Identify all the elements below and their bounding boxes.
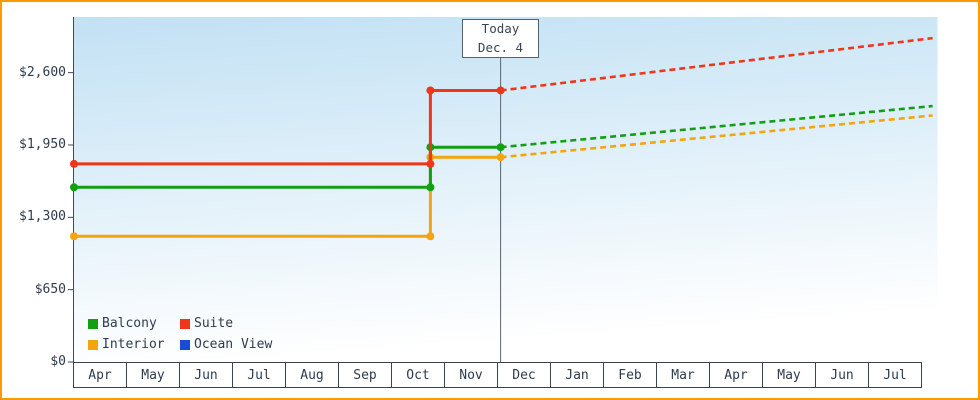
data-point-marker xyxy=(496,143,505,152)
data-point-marker xyxy=(70,183,78,192)
month-cell: Aug xyxy=(285,362,339,388)
today-label: Today xyxy=(481,21,520,37)
series-forecast-suite xyxy=(500,36,933,92)
data-point-marker xyxy=(496,86,505,95)
x-axis-month-row: Apr May Jun Jul Aug Sep Oct Nov Dec Jan Feb Mar Apr M… xyxy=(73,362,922,388)
month-cell: Sep xyxy=(338,362,392,388)
legend-swatch-icon xyxy=(88,318,98,329)
month-cell: Mar xyxy=(656,362,710,388)
month-cell: Nov xyxy=(444,362,498,388)
month-cell: Jun xyxy=(179,362,233,388)
legend-item-interior: Interior xyxy=(88,334,180,355)
plot-background xyxy=(73,17,938,362)
legend-label: Ocean View xyxy=(194,337,273,352)
data-point-marker xyxy=(70,232,78,241)
month-cell: Jul xyxy=(868,362,922,388)
data-point-marker xyxy=(70,159,78,168)
legend-label: Suite xyxy=(194,316,234,331)
month-cell: Jul xyxy=(232,362,286,388)
data-point-marker xyxy=(426,159,435,168)
series-forecast-interior xyxy=(500,114,933,159)
series-solid-suite xyxy=(72,88,503,166)
today-date: Dec. 4 xyxy=(477,39,524,55)
month-cell: Apr xyxy=(709,362,763,388)
legend-label: Balcony xyxy=(102,316,157,331)
legend-swatch-icon xyxy=(180,318,190,329)
month-cell: Apr xyxy=(73,362,127,388)
data-point-marker xyxy=(426,183,435,192)
legend-swatch-icon xyxy=(88,339,98,350)
legend-item-ocean-view: Ocean View xyxy=(180,334,272,355)
legend-item-suite: Suite xyxy=(180,313,272,334)
legend-item-balcony: Balcony xyxy=(88,313,180,334)
month-cell: Oct xyxy=(391,362,445,388)
legend-swatch-icon xyxy=(180,339,190,350)
series-solid-interior xyxy=(72,155,503,238)
data-point-marker xyxy=(496,153,505,162)
month-cell: Jan xyxy=(550,362,604,388)
today-marker-box: Today Dec. 4 xyxy=(462,19,539,58)
data-point-marker xyxy=(426,232,435,241)
series-forecast-balcony xyxy=(500,104,933,149)
data-point-marker xyxy=(426,86,435,95)
month-cell: Feb xyxy=(603,362,657,388)
legend-label: Interior xyxy=(102,337,165,352)
month-cell: May xyxy=(126,362,180,388)
month-cell: Jun xyxy=(815,362,869,388)
month-cell: Dec xyxy=(497,362,551,388)
legend: Balcony Suite Interior Ocean View xyxy=(88,313,272,355)
month-cell: May xyxy=(762,362,816,388)
